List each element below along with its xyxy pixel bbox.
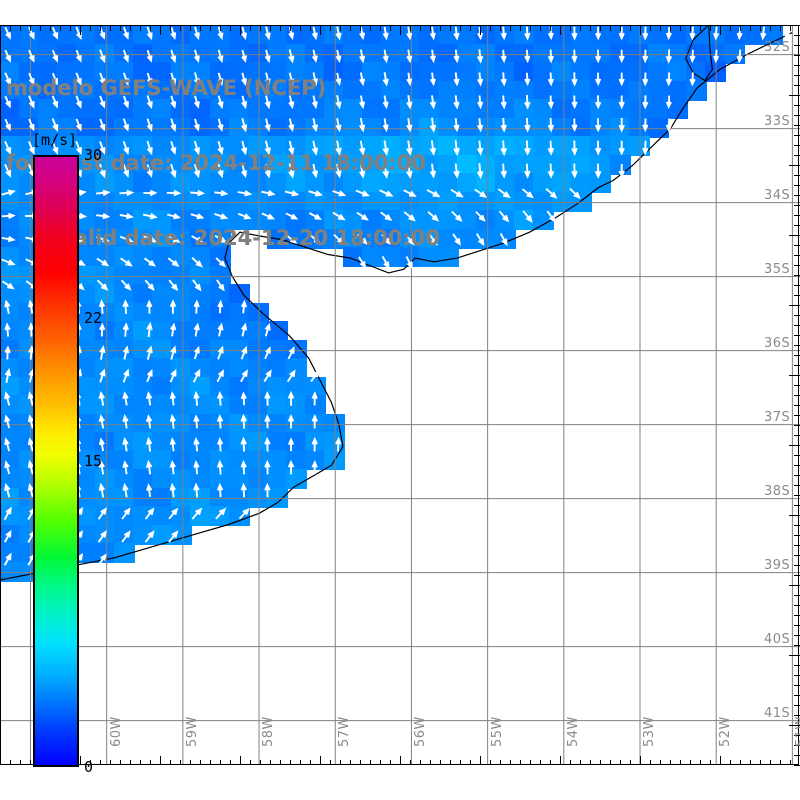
wind-direction-arrows (1, 26, 790, 566)
colorbar-tick-label: 0 (84, 758, 94, 776)
colorbar-tick-label: 30 (84, 146, 103, 164)
colorbar-unit-label: [m/s] (32, 131, 78, 149)
latitude-label: 40S (764, 632, 791, 647)
map-title-block: modelo GEFS-WAVE (NCEP) forecast date: 2… (0, 26, 520, 301)
longitude-label: 55W (490, 716, 505, 747)
latitude-label: 38S (764, 484, 791, 499)
title-model-line: modelo GEFS-WAVE (NCEP) (6, 76, 327, 100)
latitude-label: 32S (764, 40, 791, 55)
longitude-label: 60W (109, 716, 124, 747)
map-plot-area (0, 25, 800, 765)
longitude-label: 53W (642, 716, 657, 747)
colorbar-tick-label: 22 (84, 309, 103, 327)
longitude-label: 51W (794, 716, 800, 747)
axis-ticks-top (0, 26, 800, 40)
coastline-overlay (0, 25, 793, 581)
colorbar (33, 155, 79, 767)
latitude-label: 35S (764, 262, 791, 277)
latitude-label: 34S (764, 188, 791, 203)
longitude-label: 54W (566, 716, 581, 747)
latitude-label: 39S (764, 558, 791, 573)
latitude-label: 33S (764, 114, 791, 129)
longitude-label: 58W (261, 716, 276, 747)
longitude-label: 52W (718, 716, 733, 747)
colorbar-tick-label: 15 (84, 452, 103, 470)
graticule-grid (0, 25, 800, 765)
longitude-label: 57W (337, 716, 352, 747)
longitude-label: 59W (185, 716, 200, 747)
latitude-label: 36S (764, 336, 791, 351)
axis-ticks-right (0, 25, 800, 766)
latitude-label: 41S (764, 706, 791, 721)
latitude-label: 37S (764, 410, 791, 425)
longitude-label: 56W (413, 716, 428, 747)
wind-speed-raster (0, 25, 800, 765)
axis-ticks-bottom (0, 751, 800, 765)
